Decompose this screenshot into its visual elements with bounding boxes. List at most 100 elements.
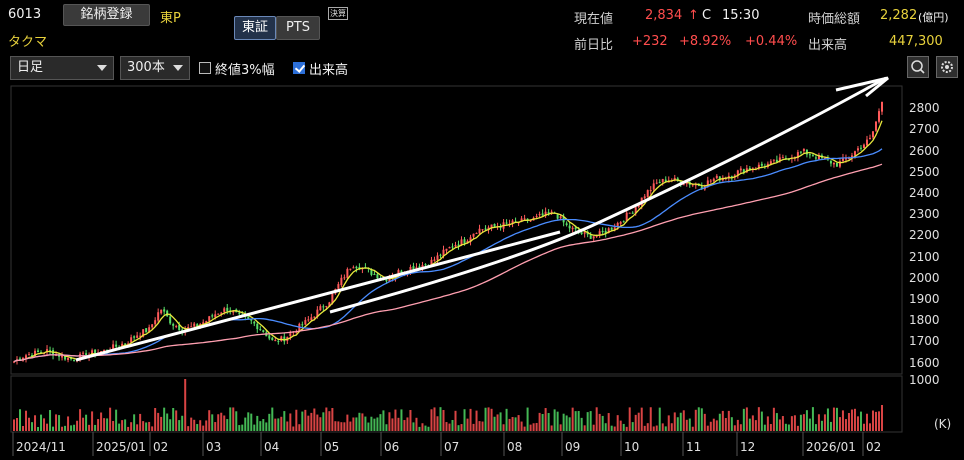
- volume-bar: [640, 407, 643, 431]
- candle-body: [877, 111, 880, 122]
- candle-body: [838, 161, 841, 167]
- volume-bar: [49, 410, 52, 431]
- volume-bar: [46, 423, 49, 431]
- candle-body: [778, 157, 781, 162]
- volume-bar: [118, 423, 121, 431]
- volume-bar: [517, 415, 520, 431]
- volume-bar: [121, 420, 124, 431]
- volume-bar: [130, 422, 133, 431]
- candle-body: [646, 190, 649, 198]
- candle-body: [649, 190, 652, 192]
- candle-body: [694, 184, 697, 186]
- candle-body: [400, 270, 403, 274]
- volume-bar: [79, 409, 82, 431]
- candle-body: [829, 160, 832, 164]
- volume-bar: [256, 415, 259, 431]
- candle-body: [250, 319, 253, 321]
- volume-label: 出来高: [808, 38, 848, 53]
- volume-bar: [628, 407, 631, 431]
- candle-body: [463, 239, 466, 244]
- gear-icon[interactable]: [936, 56, 958, 78]
- candle-body: [157, 312, 160, 321]
- volume-bar: [631, 422, 634, 431]
- candle-body: [454, 245, 457, 247]
- candle-body: [418, 266, 421, 269]
- tab-tosho[interactable]: 東証: [234, 16, 276, 40]
- candle-body: [547, 212, 550, 214]
- trend-line-curve: [329, 76, 887, 314]
- candle-body: [625, 212, 628, 221]
- count-select[interactable]: 300本: [120, 56, 190, 80]
- volume-bar: [613, 426, 616, 431]
- chevron-down-icon: [173, 65, 183, 71]
- volume-bar: [196, 424, 199, 431]
- volume-bar: [415, 417, 418, 431]
- candle-body: [739, 168, 742, 171]
- candle-body: [475, 232, 478, 234]
- volume-bar: [805, 410, 808, 431]
- volume-bar: [829, 421, 832, 431]
- volume-bar: [604, 423, 607, 431]
- volume-bar: [373, 418, 376, 431]
- volume-bar: [322, 412, 325, 431]
- candle-body: [175, 326, 178, 328]
- volume-bar: [814, 424, 817, 431]
- volume-bar: [865, 413, 868, 431]
- volume-bar: [700, 408, 703, 431]
- zoom-icon[interactable]: [907, 56, 929, 78]
- candle-body: [223, 308, 226, 312]
- volume-bar: [277, 418, 280, 431]
- candle-body: [712, 178, 715, 182]
- candle-body: [64, 355, 67, 360]
- candle-body: [445, 248, 448, 251]
- candle-body: [535, 216, 538, 218]
- candle-body: [619, 222, 622, 224]
- volume-bar: [73, 424, 76, 431]
- volume-bar: [817, 414, 820, 431]
- register-button[interactable]: 銘柄登録: [63, 4, 150, 26]
- y-tick-label: 2100: [909, 249, 940, 264]
- volume-bar: [766, 416, 769, 431]
- candle-body: [871, 131, 874, 138]
- volume-bar: [436, 416, 439, 431]
- volume-unit-label: (K): [934, 417, 952, 431]
- volume-bar: [874, 411, 877, 431]
- volume-bar: [739, 424, 742, 431]
- volume-bar: [103, 418, 106, 431]
- volume-bar: [703, 413, 706, 431]
- volume-bar: [532, 423, 535, 431]
- candle-body: [217, 313, 220, 315]
- volume-bar: [268, 413, 271, 431]
- tab-pts[interactable]: PTS: [276, 16, 320, 40]
- kessan-badge[interactable]: 決算: [328, 7, 348, 20]
- market-cap-unit: (億円): [918, 11, 949, 24]
- volume-bar: [694, 409, 697, 431]
- candle-body: [881, 101, 883, 112]
- volume-bar: [484, 407, 487, 431]
- volume-bar: [94, 424, 97, 431]
- volume-bar: [463, 409, 466, 431]
- candle-body: [28, 354, 31, 356]
- volume-checkbox[interactable]: [293, 62, 305, 74]
- volume-bar: [577, 411, 580, 431]
- close3-label: 終値3%幅: [215, 63, 275, 78]
- candle-body: [328, 302, 331, 307]
- y-tick-label: 1700: [909, 334, 940, 349]
- candle-body: [310, 317, 313, 321]
- candle-body: [556, 214, 559, 219]
- period-select[interactable]: 日足: [10, 56, 114, 80]
- volume-bar: [367, 422, 370, 431]
- candle-body: [301, 324, 304, 326]
- candle-body: [850, 155, 853, 159]
- candle-body: [781, 157, 784, 159]
- volume-bar: [733, 425, 736, 431]
- close3-checkbox[interactable]: [199, 62, 211, 74]
- x-tick-label: 12: [740, 440, 756, 454]
- volume-bar: [160, 416, 163, 431]
- volume-bar: [655, 425, 658, 431]
- volume-bar: [370, 416, 373, 431]
- volume-bar: [571, 407, 574, 431]
- x-tick-label: 11: [686, 440, 702, 454]
- candle-body: [289, 333, 292, 336]
